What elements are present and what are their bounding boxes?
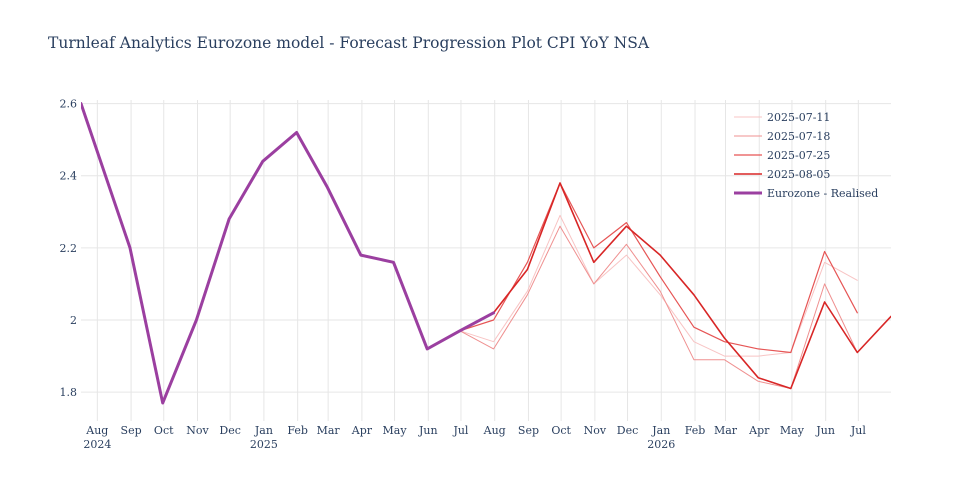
x-tick-label: Nov [186,424,209,437]
series-line-5 [81,102,496,405]
x-tick-label: Jul [452,424,468,437]
y-tick-label: 2.2 [60,242,78,255]
y-tick-label: 2.4 [60,170,78,183]
legend[interactable]: 2025-07-11 2025-07-18 2025-07-25 2025-08-05… [734,111,878,200]
chart-title: Turnleaf Analytics Eurozone model - Fore… [48,34,650,52]
x-tick-year-label: 2025 [250,438,278,451]
x-tick-label: Apr [748,424,770,437]
x-tick-label: Mar [317,424,341,437]
legend-label: 2025-07-18 [767,130,830,143]
x-tick-label: Sep [121,424,142,437]
legend-item[interactable]: 2025-07-18 [734,130,830,143]
x-tick-label: Dec [617,424,639,437]
y-tick-label: 2.6 [60,98,78,111]
x-tick-label: Jun [815,424,835,437]
legend-item[interactable]: 2025-08-05 [734,168,830,181]
x-tick-year-label: 2024 [83,438,111,451]
grid [81,100,891,421]
x-tick-label: Dec [219,424,241,437]
x-tick-label: May [780,424,805,437]
x-tick-label: Jul [850,424,866,437]
x-tick-label: Feb [287,424,308,437]
legend-label: Eurozone - Realised [767,187,878,200]
x-tick-label: Oct [154,424,174,437]
x-tick-label: Jan [651,424,670,437]
series-lines [81,102,891,405]
y-tick-label: 2 [70,314,77,327]
legend-label: 2025-08-05 [767,168,830,181]
x-tick-label: Apr [351,424,373,437]
x-tick-label: Aug [85,424,108,437]
x-tick-label: Mar [714,424,738,437]
legend-label: 2025-07-11 [767,111,830,124]
y-tick-label: 1.8 [60,386,78,399]
legend-item[interactable]: 2025-07-11 [734,111,830,124]
legend-item[interactable]: 2025-07-25 [734,149,830,162]
x-tick-label: Oct [551,424,571,437]
series-line-4 [492,182,891,390]
series-line-2 [426,225,858,389]
series-line-1 [426,214,858,357]
x-tick-label: May [383,424,408,437]
series-line-3 [426,182,858,354]
legend-item[interactable]: Eurozone - Realised [734,187,878,200]
x-tick-year-label: 2026 [647,438,675,451]
x-tick-label: Jan [254,424,273,437]
x-tick-label: Aug [483,424,506,437]
x-tick-label: Sep [518,424,539,437]
x-tick-label: Feb [685,424,706,437]
legend-label: 2025-07-25 [767,149,830,162]
x-tick-label: Jun [418,424,438,437]
x-tick-label: Nov [584,424,607,437]
